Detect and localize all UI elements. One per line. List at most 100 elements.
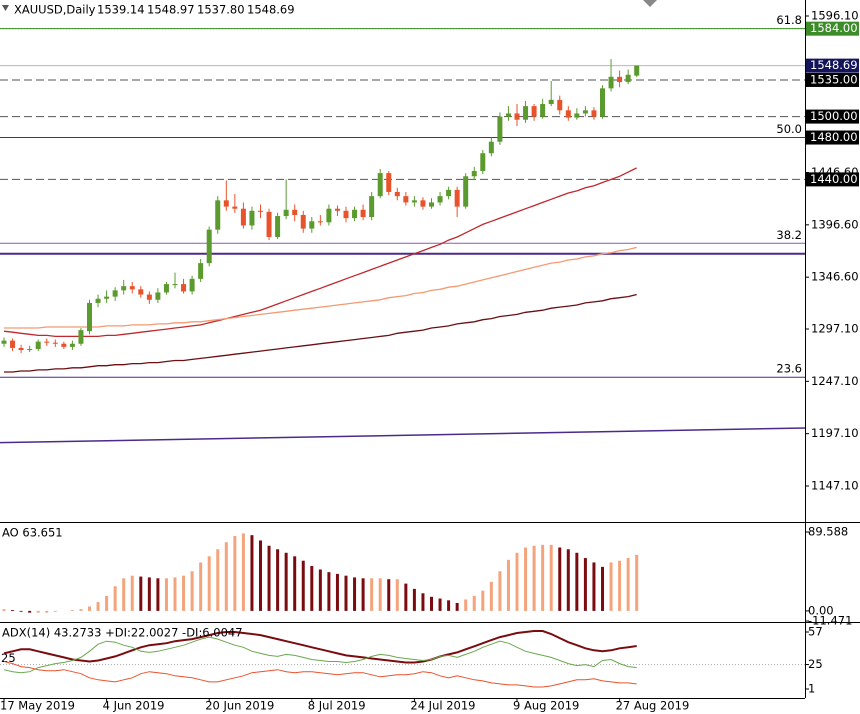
x-tick-label: 24 Jul 2019	[410, 699, 475, 713]
ao-bar	[88, 606, 91, 611]
candle-body	[18, 347, 24, 351]
candle-body	[309, 221, 315, 229]
ao-bar	[609, 562, 613, 611]
candle-body	[437, 196, 443, 203]
moving-average	[4, 293, 637, 373]
ao-bar	[241, 533, 245, 611]
ao-bar	[250, 535, 254, 611]
ao-bar	[532, 545, 536, 611]
ao-bar	[164, 578, 168, 611]
ao-bar	[489, 581, 493, 611]
ao-bar	[515, 552, 519, 611]
ao-bar	[216, 549, 220, 611]
ao-bar	[173, 577, 177, 611]
y-tick-label: 25	[808, 657, 823, 671]
level-label: 1548.69	[810, 58, 858, 72]
ao-bar	[370, 578, 374, 611]
candle-body	[411, 200, 417, 203]
candle-body	[488, 141, 494, 154]
candle-body	[608, 76, 614, 89]
moving-average	[4, 246, 637, 329]
candle-body	[10, 340, 16, 348]
candle-body	[300, 214, 306, 229]
level-box	[806, 72, 859, 87]
level-box	[806, 21, 859, 36]
level-box	[806, 172, 859, 187]
ao-bar	[96, 602, 100, 611]
quote: 1548.97	[147, 3, 195, 17]
candle-body	[138, 289, 144, 295]
ao-bar	[412, 588, 416, 611]
ao-bar	[147, 577, 151, 611]
ao-bar	[19, 610, 23, 612]
ao-bar	[318, 569, 322, 611]
candle-body	[531, 106, 537, 117]
x-tick-label: 20 Jun 2019	[205, 699, 274, 713]
level-box	[806, 130, 859, 145]
fib-label: 50.0	[776, 122, 802, 136]
ao-bar	[11, 610, 15, 611]
ao-bar	[267, 545, 271, 611]
candle-body	[172, 284, 178, 286]
ao-bar	[2, 609, 6, 611]
level-label: 1500.00	[810, 109, 858, 123]
candle-body	[292, 209, 298, 215]
candle-body	[514, 113, 520, 120]
candle-body	[625, 74, 631, 83]
x-tick-label: 9 Aug 2019	[513, 699, 579, 713]
y-tick-label: 89.588	[808, 525, 848, 539]
ao-bar	[601, 566, 604, 611]
indicator-title: ADX(14) 43.2733 +DI:22.0027 -DI:6.0047	[2, 626, 243, 640]
y-tick-label: -11.471	[808, 614, 852, 628]
candle-body	[104, 296, 110, 299]
candle-body	[52, 342, 58, 344]
level-label: 1440.00	[810, 172, 858, 186]
candle-body	[446, 189, 452, 197]
candle-body	[471, 171, 477, 177]
ao-bar	[28, 610, 32, 613]
candle-body	[326, 208, 332, 223]
fib-label: 61.8	[776, 13, 802, 27]
candle-body	[112, 290, 118, 297]
candle-body	[403, 196, 409, 203]
ao-bar	[105, 595, 109, 611]
ao-bar	[284, 552, 288, 611]
candle-body	[78, 330, 84, 344]
ao-bar	[506, 559, 510, 611]
y-tick-label: 1596.10	[811, 9, 859, 23]
ao-bar	[335, 573, 339, 611]
ao-bar	[130, 575, 134, 611]
y-tick-label: 0.00	[808, 603, 834, 617]
ao-bar	[113, 586, 117, 611]
candle-body	[61, 343, 67, 347]
ao-bar	[199, 562, 203, 611]
level-label: 1480.00	[810, 130, 858, 144]
y-tick-label: 1247.10	[811, 374, 859, 388]
y-tick-label: 1346.60	[811, 270, 859, 284]
fib-label: 23.6	[776, 362, 802, 376]
ao-bar	[404, 583, 408, 611]
ao-bar	[447, 600, 451, 611]
candle-body	[44, 341, 50, 343]
ao-bar	[353, 577, 357, 611]
candle-body	[582, 110, 588, 114]
candle-body	[95, 298, 101, 303]
candle-body	[215, 200, 221, 230]
indicator-title: AO 63.651	[2, 526, 63, 540]
indicator-line	[3, 630, 637, 664]
candle-body	[249, 210, 255, 226]
candle-body	[360, 209, 366, 218]
ao-bar	[481, 590, 485, 611]
ao-bar	[558, 547, 562, 611]
ao-bar	[524, 547, 528, 611]
y-tick-label: 1297.10	[811, 321, 859, 335]
fib-label: 38.2	[776, 228, 802, 242]
ao-bar	[395, 579, 399, 611]
ao-bar	[70, 610, 74, 611]
candle-body	[591, 110, 597, 117]
ao-bar	[626, 558, 630, 611]
x-tick-label: 4 Jun 2019	[103, 699, 165, 713]
